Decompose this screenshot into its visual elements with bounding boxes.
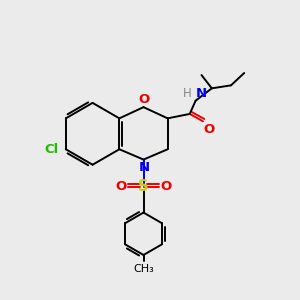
Text: S: S: [138, 179, 149, 194]
Text: O: O: [204, 123, 215, 136]
Text: H: H: [183, 86, 192, 100]
Text: O: O: [116, 180, 127, 193]
Text: CH₃: CH₃: [133, 263, 154, 274]
Text: N: N: [139, 161, 150, 174]
Text: N: N: [196, 86, 207, 100]
Text: O: O: [139, 93, 150, 106]
Text: O: O: [160, 180, 172, 193]
Text: Cl: Cl: [44, 143, 58, 156]
